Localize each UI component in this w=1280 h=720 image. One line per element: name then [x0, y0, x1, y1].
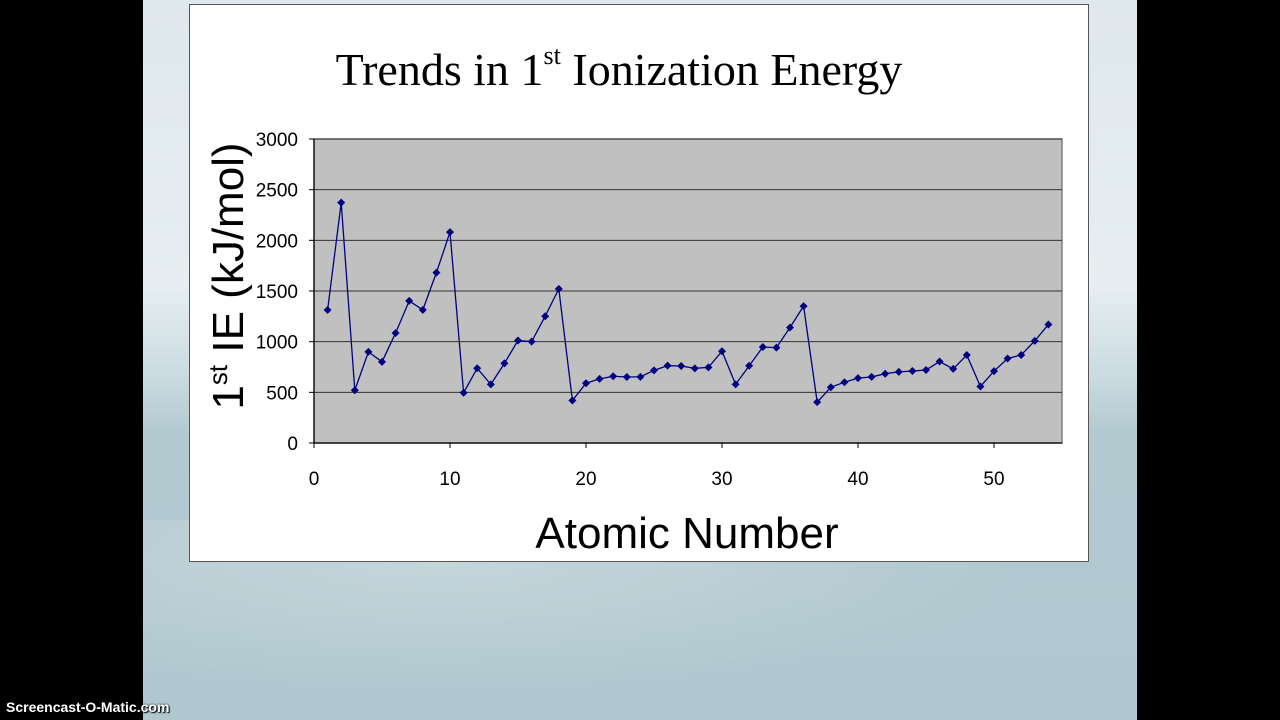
data-point-marker: [378, 357, 386, 366]
data-point-marker: [772, 343, 781, 352]
data-point-marker: [609, 372, 618, 381]
chart-title: Trends in 1st Ionization Energy: [190, 41, 1088, 96]
data-point-marker: [636, 372, 645, 381]
data-point-marker: [908, 367, 917, 376]
data-point-marker: [446, 228, 454, 237]
data-point-marker: [418, 305, 427, 314]
y-tick-label: 0: [287, 434, 298, 455]
data-point-marker: [459, 388, 468, 397]
x-tick-label: 40: [847, 469, 868, 490]
data-point-marker: [677, 361, 686, 370]
x-tick-label: 50: [983, 469, 1004, 490]
data-point-marker: [350, 386, 359, 395]
title-text: Trends in 1: [335, 44, 544, 95]
data-point-marker: [568, 396, 577, 405]
x-tick-label: 10: [439, 469, 460, 490]
y-tick-label: 2500: [256, 181, 298, 202]
data-point-marker: [990, 367, 998, 376]
y-tick-label: 3000: [256, 130, 298, 151]
data-point-marker: [486, 380, 495, 389]
title-superscript: st: [543, 41, 561, 70]
data-point-marker: [758, 343, 767, 352]
data-point-marker: [718, 347, 726, 356]
data-point-marker: [337, 198, 346, 207]
data-point-marker: [595, 374, 604, 383]
data-point-marker: [854, 374, 862, 383]
x-tick-label: 30: [711, 469, 732, 490]
x-tick-label: 20: [575, 469, 596, 490]
data-point-marker: [1044, 320, 1053, 329]
data-point-marker: [690, 364, 699, 373]
title-text-rest: Ionization Energy: [560, 44, 903, 95]
data-point-marker: [704, 363, 713, 372]
y-tick-label: 1500: [256, 282, 298, 303]
data-point-marker: [364, 347, 373, 356]
data-point-marker: [786, 323, 794, 332]
data-point-marker: [826, 383, 835, 392]
data-point-marker: [541, 312, 550, 321]
y-tick-label: 500: [266, 383, 298, 404]
data-point-marker: [840, 378, 849, 387]
data-point-marker: [867, 372, 876, 381]
data-point-marker: [500, 359, 509, 368]
data-point-marker: [962, 351, 971, 360]
data-point-marker: [1003, 354, 1012, 363]
data-point-marker: [391, 328, 400, 337]
data-point-marker: [745, 361, 754, 370]
y-tick-label: 1000: [256, 333, 298, 354]
data-point-marker: [881, 369, 890, 378]
data-point-marker: [323, 306, 332, 315]
data-point-marker: [432, 268, 441, 277]
data-point-marker: [514, 336, 522, 345]
x-axis-label: Atomic Number: [535, 509, 838, 558]
data-point-marker: [731, 380, 740, 389]
data-point-marker: [405, 296, 414, 305]
x-tick-label: 0: [309, 469, 320, 490]
data-point-marker: [650, 366, 658, 375]
data-point-marker: [663, 361, 672, 370]
data-point-marker: [799, 302, 808, 311]
data-point-marker: [554, 284, 563, 293]
data-point-marker: [894, 367, 903, 376]
data-point-marker: [1017, 350, 1026, 359]
data-point-marker: [1030, 336, 1039, 345]
data-point-marker: [922, 366, 930, 375]
data-point-marker: [527, 337, 536, 346]
data-point-marker: [935, 357, 944, 366]
data-point-marker: [813, 398, 822, 407]
data-point-marker: [949, 364, 958, 373]
data-point-marker: [976, 382, 985, 391]
data-point-marker: [473, 364, 482, 373]
data-point-marker: [622, 373, 631, 382]
y-tick-label: 2000: [256, 231, 298, 252]
y-axis-label: 1st IE (kJ/mol): [203, 142, 253, 409]
data-point-marker: [582, 379, 590, 388]
watermark: Screencast-O-Matic.com: [6, 699, 170, 715]
